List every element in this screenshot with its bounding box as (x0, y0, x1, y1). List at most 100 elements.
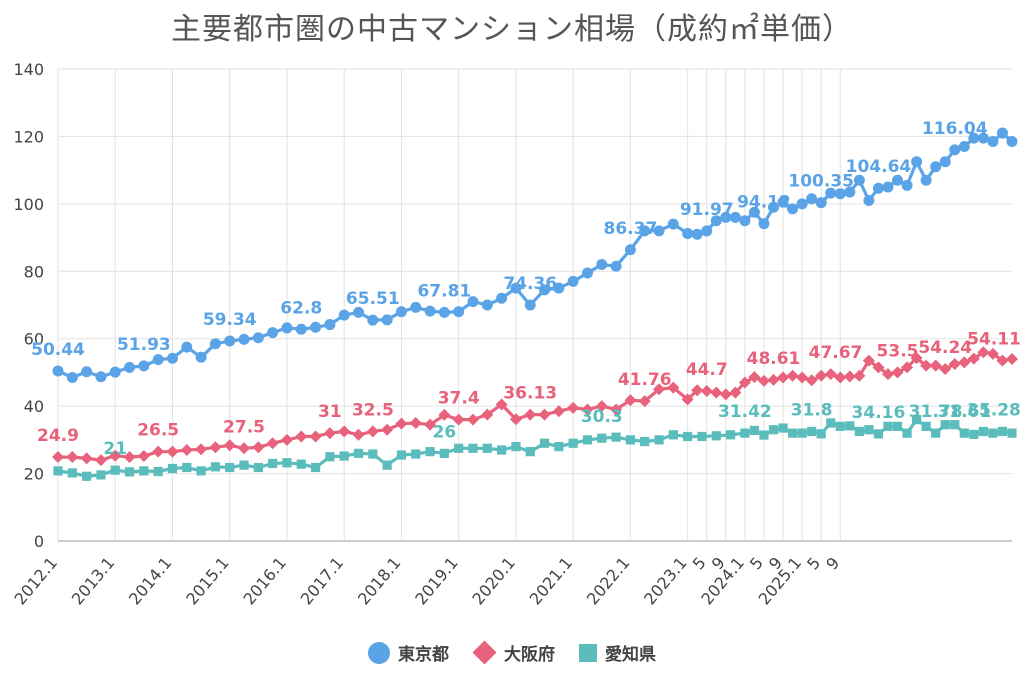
data-point[interactable] (268, 458, 278, 469)
data-point[interactable] (453, 306, 465, 318)
data-point[interactable] (352, 428, 365, 441)
data-point[interactable] (639, 225, 651, 237)
data-point[interactable] (931, 428, 941, 438)
data-point[interactable] (681, 393, 694, 406)
data-point[interactable] (395, 306, 407, 318)
data-point[interactable] (691, 384, 704, 397)
data-point[interactable] (152, 445, 165, 458)
data-point[interactable] (109, 366, 121, 378)
data-point[interactable] (738, 376, 751, 389)
data-point[interactable] (525, 447, 535, 457)
data-point[interactable] (625, 435, 635, 445)
data-point[interactable] (338, 425, 351, 438)
data-point[interactable] (252, 332, 264, 344)
data-point[interactable] (949, 144, 961, 156)
data-point[interactable] (873, 429, 884, 439)
data-point[interactable] (225, 462, 235, 473)
data-point[interactable] (381, 423, 394, 436)
data-point[interactable] (266, 437, 279, 450)
data-point[interactable] (411, 449, 421, 459)
data-point[interactable] (252, 441, 265, 454)
data-point[interactable] (309, 430, 322, 443)
data-point[interactable] (96, 470, 106, 480)
data-point[interactable] (912, 415, 922, 425)
data-point[interactable] (719, 388, 732, 401)
data-point[interactable] (468, 443, 478, 453)
data-point[interactable] (816, 429, 826, 439)
data-point[interactable] (826, 418, 836, 428)
data-point[interactable] (109, 449, 122, 462)
data-point[interactable] (138, 360, 150, 372)
data-point[interactable] (509, 413, 522, 426)
data-point[interactable] (324, 319, 336, 331)
data-point[interactable] (438, 408, 451, 421)
data-point[interactable] (94, 454, 107, 467)
data-point[interactable] (825, 187, 837, 199)
data-point[interactable] (920, 174, 932, 186)
data-point[interactable] (902, 428, 912, 438)
data-point[interactable] (958, 356, 971, 369)
data-point[interactable] (482, 443, 492, 453)
data-point[interactable] (834, 188, 846, 200)
data-point[interactable] (683, 431, 693, 442)
data-point[interactable] (767, 373, 780, 386)
data-point[interactable] (95, 371, 107, 383)
data-point[interactable] (538, 408, 551, 421)
data-point[interactable] (667, 218, 679, 230)
data-point[interactable] (110, 465, 120, 475)
data-point[interactable] (805, 374, 818, 387)
data-point[interactable] (368, 449, 378, 459)
data-point[interactable] (282, 458, 292, 468)
data-point[interactable] (920, 359, 933, 372)
data-point[interactable] (281, 322, 293, 334)
data-point[interactable] (539, 284, 551, 296)
data-point[interactable] (638, 395, 651, 408)
data-point[interactable] (280, 433, 293, 446)
data-point[interactable] (496, 292, 508, 304)
data-point[interactable] (253, 462, 263, 473)
data-point[interactable] (310, 462, 321, 473)
data-point[interactable] (892, 421, 903, 431)
data-point[interactable] (815, 369, 828, 382)
data-point[interactable] (996, 127, 1008, 139)
data-point[interactable] (891, 366, 904, 379)
data-point[interactable] (720, 211, 732, 223)
data-point[interactable] (180, 443, 193, 456)
data-point[interactable] (654, 435, 664, 445)
data-point[interactable] (568, 438, 578, 448)
data-point[interactable] (52, 451, 64, 464)
data-point[interactable] (725, 430, 736, 440)
data-point[interactable] (729, 211, 741, 223)
data-point[interactable] (495, 398, 508, 411)
data-point[interactable] (939, 363, 952, 376)
data-point[interactable] (80, 452, 93, 465)
data-point[interactable] (950, 420, 960, 430)
data-point[interactable] (864, 425, 874, 435)
data-point[interactable] (296, 459, 306, 469)
data-point[interactable] (511, 442, 521, 452)
data-point[interactable] (996, 354, 1009, 367)
data-point[interactable] (595, 400, 608, 413)
data-point[interactable] (901, 179, 913, 191)
data-point[interactable] (843, 370, 856, 383)
data-point[interactable] (777, 196, 789, 208)
data-point[interactable] (510, 282, 522, 294)
legend-item-aichi[interactable]: 愛知県 (579, 640, 656, 665)
data-point[interactable] (710, 215, 722, 227)
data-point[interactable] (854, 426, 864, 437)
data-point[interactable] (581, 267, 593, 279)
data-point[interactable] (777, 371, 790, 384)
data-point[interactable] (524, 408, 537, 421)
data-point[interactable] (382, 460, 392, 470)
data-point[interactable] (797, 428, 807, 438)
data-point[interactable] (863, 194, 875, 206)
data-point[interactable] (209, 338, 221, 350)
data-point[interactable] (596, 259, 608, 271)
data-point[interactable] (82, 471, 92, 481)
data-point[interactable] (748, 371, 761, 384)
data-point[interactable] (729, 386, 742, 399)
data-point[interactable] (872, 361, 885, 374)
data-point[interactable] (239, 460, 249, 470)
data-point[interactable] (853, 369, 866, 382)
data-point[interactable] (153, 466, 163, 477)
